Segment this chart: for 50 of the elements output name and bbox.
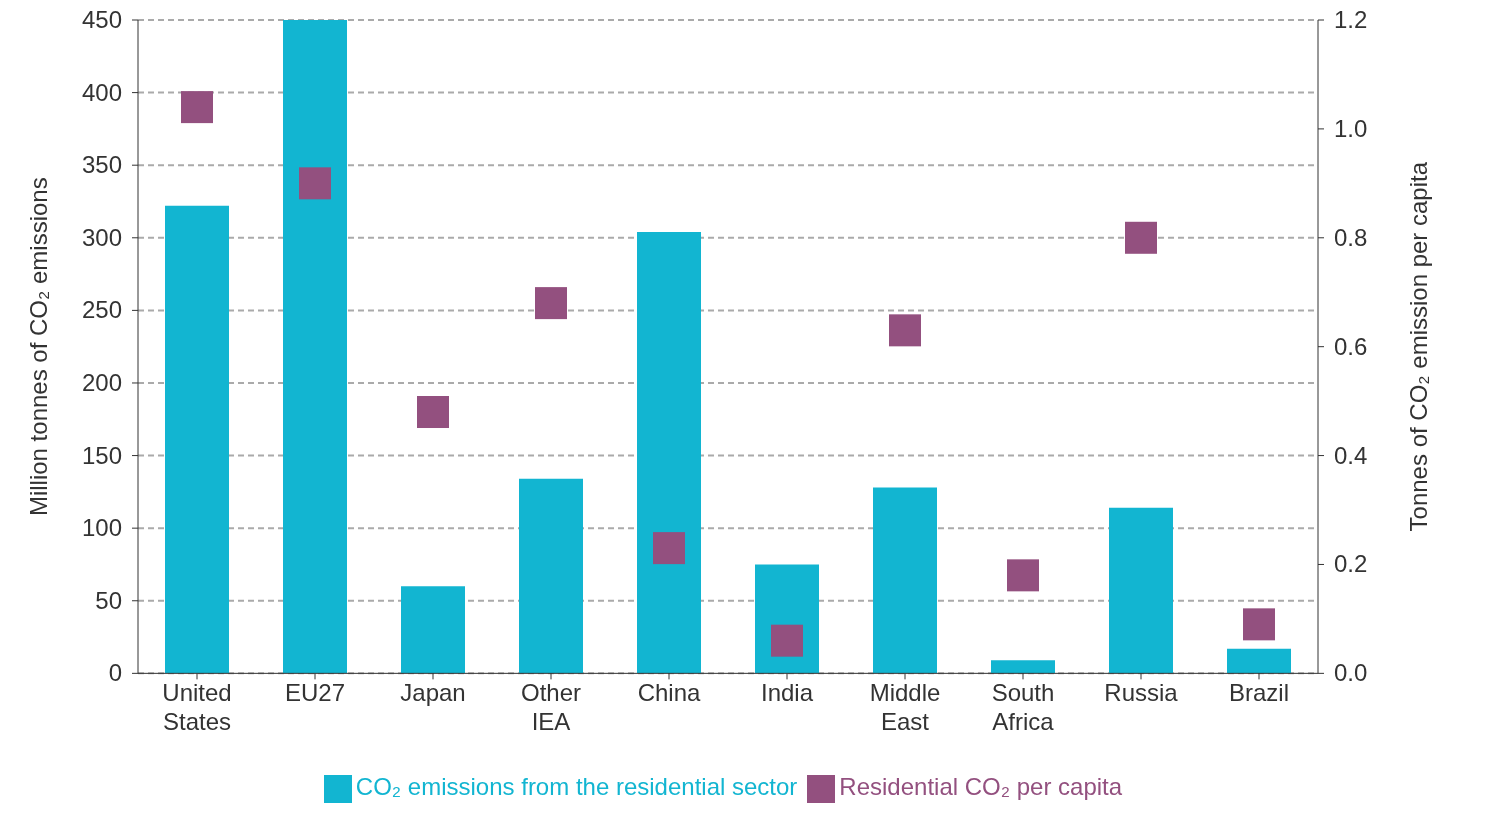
bar [401, 586, 465, 674]
y-tick-label: 150 [81, 441, 122, 469]
y-tick-label: 250 [81, 296, 122, 324]
point [1007, 559, 1039, 592]
bar [1227, 648, 1291, 674]
bar [519, 478, 583, 674]
x-tick-label: India [760, 679, 814, 707]
point [889, 314, 921, 347]
legend-label: CO₂ emissions from the residential sector [355, 773, 798, 801]
bar [873, 487, 937, 674]
x-tick-label: Middle East [869, 679, 941, 736]
y2-axis-title: Tonnes of CO₂ emission per capita [1404, 161, 1432, 532]
y2-tick-label: 0.0 [1334, 659, 1368, 687]
x-tick-label: Other IEA [520, 679, 582, 736]
y-tick-label: 50 [95, 586, 122, 614]
point [1125, 221, 1157, 254]
point [653, 532, 685, 565]
y-tick-label: 0 [108, 659, 122, 687]
y-tick-label: 200 [81, 368, 122, 396]
bar [1109, 507, 1173, 674]
bar [165, 205, 229, 674]
point [535, 287, 567, 320]
x-tick-label: Japan [400, 679, 466, 707]
y2-tick-label: 0.4 [1334, 441, 1368, 469]
x-tick-label: Russia [1104, 679, 1179, 707]
x-tick-label: EU27 [284, 679, 346, 707]
x-tick-label: Brazil [1228, 679, 1290, 707]
y-tick-label: 400 [81, 78, 122, 106]
point [181, 91, 213, 124]
y-tick-label: 450 [81, 6, 122, 33]
x-tick-label: China [637, 679, 701, 707]
y2-tick-label: 1.2 [1334, 6, 1368, 33]
bar [637, 231, 701, 674]
y-tick-label: 300 [81, 223, 122, 251]
point [299, 167, 331, 200]
point [771, 624, 803, 657]
y2-tick-label: 0.6 [1334, 332, 1368, 360]
y2-tick-label: 0.8 [1334, 223, 1368, 251]
y2-tick-label: 0.2 [1334, 550, 1368, 578]
bar [283, 20, 347, 674]
y-tick-label: 350 [81, 151, 122, 179]
point [1243, 608, 1275, 641]
y-axis-title: Million tonnes of CO₂ emissions [24, 177, 52, 517]
x-tick-label: South Africa [991, 679, 1055, 736]
legend-label: Residential CO₂ per capita [839, 773, 1123, 801]
y-tick-label: 100 [81, 514, 122, 542]
y2-tick-label: 1.0 [1334, 114, 1368, 142]
x-tick-label: United States [162, 679, 232, 736]
bar [991, 660, 1055, 674]
point [417, 396, 449, 429]
